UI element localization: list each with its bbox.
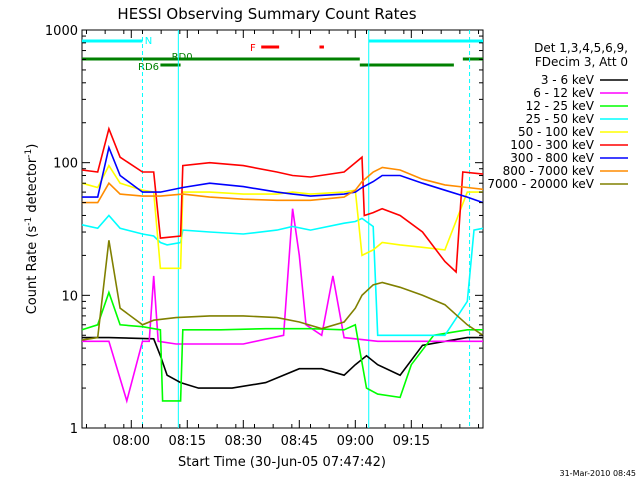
series-line-1 xyxy=(82,208,483,404)
observing-flags: N F RD0 RD6 xyxy=(82,36,483,73)
series-line-4 xyxy=(81,163,483,270)
y-axis-label: Count Rate (s-1 detector-1) xyxy=(24,144,40,315)
series-line-8 xyxy=(81,240,484,341)
series-line-5 xyxy=(81,126,484,274)
legend: Det 1,3,4,5,6,9, FDecim 3, Att 0 3 - 6 k… xyxy=(487,41,628,191)
legend-label-7: 800 - 7000 keV xyxy=(503,164,595,178)
legend-label-3: 25 - 50 keV xyxy=(526,112,595,126)
series-line-3 xyxy=(81,214,484,337)
flare-flag-label: F xyxy=(250,43,256,54)
x-tick-label: 09:00 xyxy=(337,434,374,449)
x-tick-label: 08:30 xyxy=(225,434,262,449)
rd0-flag-label: RD0 xyxy=(172,52,193,63)
legend-label-6: 300 - 800 keV xyxy=(510,151,594,165)
y-tick-label: 1000 xyxy=(45,24,78,39)
x-tick-label: 09:15 xyxy=(393,434,430,449)
y-axis: 1 10 100 1000 xyxy=(45,24,483,437)
series-line-2 xyxy=(81,290,483,402)
x-axis: 08:00 08:15 08:30 08:45 09:00 09:15 xyxy=(85,30,480,449)
rd6-flag-label: RD6 xyxy=(138,62,159,73)
x-tick-label: 08:00 xyxy=(113,434,150,449)
legend-label-1: 6 - 12 keV xyxy=(533,86,595,100)
series-line-7 xyxy=(82,166,484,204)
legend-header-1: Det 1,3,4,5,6,9, xyxy=(534,41,628,55)
x-tick-label: 08:15 xyxy=(169,434,206,449)
x-axis-label: Start Time (30-Jun-05 07:47:42) xyxy=(178,455,386,470)
attenuator-markers xyxy=(141,30,471,428)
y-tick-label: 1 xyxy=(70,422,78,437)
legend-label-5: 100 - 300 keV xyxy=(510,138,594,152)
y-tick-label: 100 xyxy=(53,157,78,172)
footer-date: 31-Mar-2010 08:45 xyxy=(560,469,637,478)
legend-label-8: 7000 - 20000 keV xyxy=(487,177,594,191)
chart-title: HESSI Observing Summary Count Rates xyxy=(117,5,416,23)
legend-label-0: 3 - 6 keV xyxy=(541,73,595,87)
legend-label-2: 12 - 25 keV xyxy=(526,99,595,113)
series-line-6 xyxy=(82,144,484,204)
x-tick-label: 08:45 xyxy=(281,434,318,449)
y-tick-label: 10 xyxy=(61,289,78,304)
series-group xyxy=(81,126,484,404)
night-flag-label: N xyxy=(145,36,152,47)
legend-header-2: FDecim 3, Att 0 xyxy=(535,55,628,69)
legend-label-4: 50 - 100 keV xyxy=(518,125,595,139)
